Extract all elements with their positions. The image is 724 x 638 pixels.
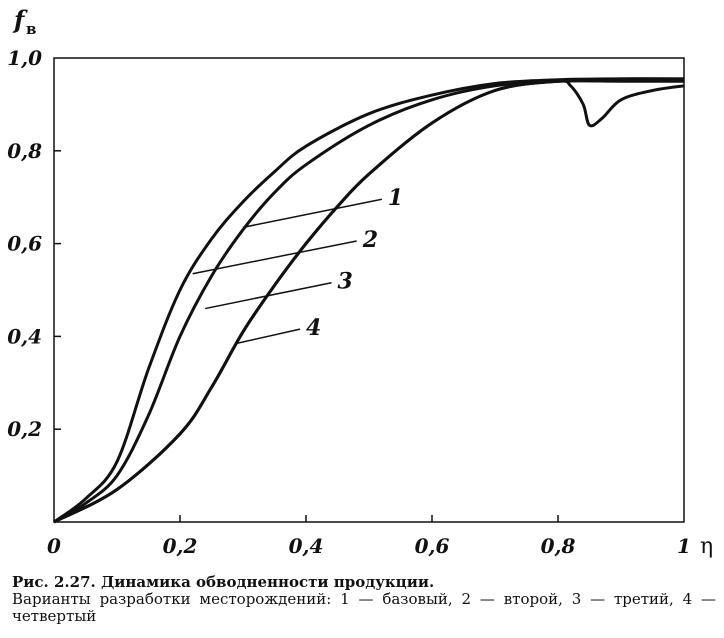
series-line-1 bbox=[53, 77, 685, 524]
x-tick-label: 0,2 bbox=[163, 534, 198, 558]
curve-label-2: 2 bbox=[362, 227, 378, 253]
x-tick-label: 0,4 bbox=[289, 534, 324, 558]
curve-label-4: 4 bbox=[306, 315, 321, 341]
x-tick-label: 0,8 bbox=[541, 534, 576, 558]
leader-line-2 bbox=[192, 240, 357, 275]
leader-line-1 bbox=[242, 198, 383, 229]
caption-title: Рис. 2.27. Динамика обводненности продук… bbox=[12, 573, 435, 591]
y-tick-label: 0,4 bbox=[7, 324, 42, 348]
x-tick-label: 0,6 bbox=[415, 534, 450, 558]
y-tick-label: 1,0 bbox=[7, 46, 42, 70]
leader-line-3 bbox=[205, 281, 332, 310]
y-tick-label: 0,2 bbox=[7, 417, 42, 441]
y-axis-title: f bbox=[12, 5, 28, 34]
y-axis-title-sub: в bbox=[26, 20, 36, 38]
caption-text: Варианты разработки месторождений: 1 — б… bbox=[12, 590, 716, 625]
leader-line-4 bbox=[236, 328, 301, 345]
curve-label-1: 1 bbox=[388, 185, 403, 211]
y-tick-label: 0,8 bbox=[7, 139, 42, 163]
x-tick-label: 1 bbox=[677, 534, 691, 558]
plot-frame bbox=[53, 57, 685, 523]
series-line-4 bbox=[53, 77, 685, 524]
figure-caption: Рис. 2.27. Динамика обводненности продук… bbox=[12, 574, 716, 625]
curve-label-3: 3 bbox=[338, 269, 353, 295]
x-tick-label: 0 bbox=[47, 534, 61, 558]
series-line-2 bbox=[53, 79, 684, 524]
series-line-3 bbox=[53, 79, 685, 524]
x-axis-title: η bbox=[700, 534, 713, 559]
y-tick-label: 0,6 bbox=[7, 232, 42, 256]
